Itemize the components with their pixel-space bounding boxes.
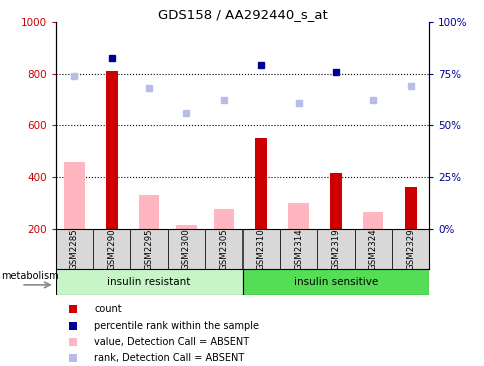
Text: insulin sensitive: insulin sensitive xyxy=(293,277,377,287)
Bar xyxy=(64,161,85,229)
Bar xyxy=(255,138,267,229)
Bar xyxy=(130,229,167,269)
Bar xyxy=(242,269,428,295)
Text: GSM2310: GSM2310 xyxy=(256,228,265,270)
Text: GSM2319: GSM2319 xyxy=(331,228,340,270)
Bar xyxy=(242,229,279,269)
Bar xyxy=(106,71,118,229)
Bar xyxy=(176,225,197,229)
Bar xyxy=(167,229,205,269)
Bar xyxy=(329,173,341,229)
Text: GSM2305: GSM2305 xyxy=(219,228,228,270)
Text: GSM2285: GSM2285 xyxy=(70,228,79,270)
Bar xyxy=(279,229,317,269)
Bar xyxy=(391,229,428,269)
Text: rank, Detection Call = ABSENT: rank, Detection Call = ABSENT xyxy=(94,353,244,363)
Bar xyxy=(56,229,93,269)
Text: GSM2329: GSM2329 xyxy=(405,228,414,270)
Bar xyxy=(93,229,130,269)
Text: percentile rank within the sample: percentile rank within the sample xyxy=(94,321,258,330)
Bar xyxy=(138,195,159,229)
Text: GSM2290: GSM2290 xyxy=(107,228,116,270)
Bar xyxy=(213,209,234,229)
Bar xyxy=(205,229,242,269)
Text: metabolism: metabolism xyxy=(1,271,59,281)
Text: insulin resistant: insulin resistant xyxy=(107,277,190,287)
Title: GDS158 / AA292440_s_at: GDS158 / AA292440_s_at xyxy=(157,8,327,21)
Bar xyxy=(56,269,242,295)
Bar xyxy=(287,203,308,229)
Bar xyxy=(317,229,354,269)
Text: count: count xyxy=(94,304,121,314)
Text: GSM2295: GSM2295 xyxy=(144,228,153,270)
Text: GSM2324: GSM2324 xyxy=(368,228,377,270)
Text: value, Detection Call = ABSENT: value, Detection Call = ABSENT xyxy=(94,337,249,347)
Text: GSM2300: GSM2300 xyxy=(182,228,191,270)
Bar xyxy=(404,187,416,229)
Bar xyxy=(354,229,391,269)
Text: GSM2314: GSM2314 xyxy=(293,228,302,270)
Bar xyxy=(362,212,383,229)
